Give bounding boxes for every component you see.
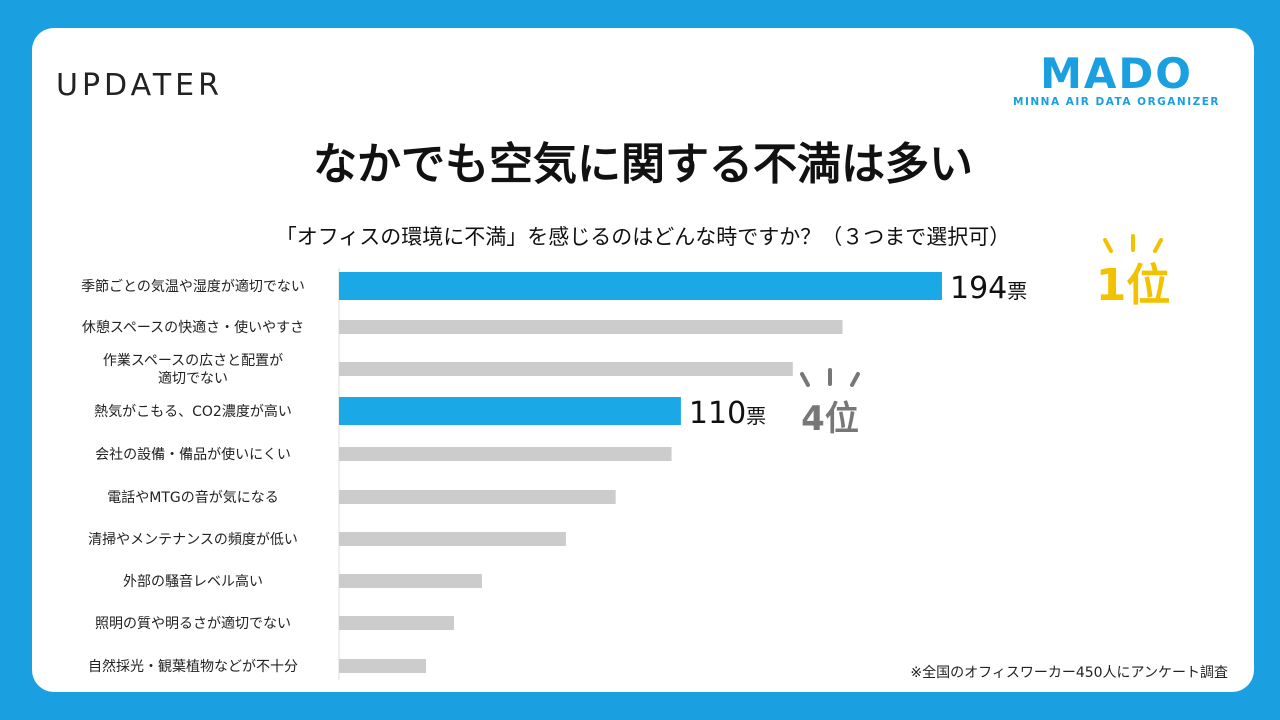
rank-ray-icon bbox=[1103, 238, 1113, 253]
rank-ray-icon bbox=[850, 372, 860, 387]
rank-text-3: 4位 bbox=[801, 399, 859, 439]
category-label-3: 熱気がこもる、CO2濃度が高い bbox=[94, 403, 292, 420]
bar-0 bbox=[339, 272, 942, 300]
category-label-7: 外部の騒音レベル高い bbox=[123, 573, 263, 590]
mado-logo-sub: MINNA AIR DATA ORGANIZER bbox=[1013, 96, 1220, 108]
chart-subtitle: 「オフィスの環境に不満」を感じるのはどんな時ですか？（３つまで選択可） bbox=[275, 225, 1011, 249]
page-title: なかでも空気に関する不満は多い bbox=[313, 139, 973, 190]
bar-2 bbox=[339, 362, 793, 376]
category-label-0: 季節ごとの気温や湿度が適切でない bbox=[81, 278, 305, 295]
mado-logo-mark: MADO bbox=[1040, 49, 1193, 98]
bar-6 bbox=[339, 532, 566, 546]
category-label-4: 会社の設備・備品が使いにくい bbox=[95, 446, 291, 463]
category-label-6: 清掃やメンテナンスの頻度が低い bbox=[88, 531, 298, 548]
bar-3 bbox=[339, 397, 681, 425]
mado-logo: MADO MINNA AIR DATA ORGANIZER bbox=[1013, 49, 1220, 109]
category-label-2: 作業スペースの広さと配置が適切でない bbox=[103, 353, 283, 387]
rank-badge-3: 4位 bbox=[800, 368, 860, 439]
category-label-8: 照明の質や明るさが適切でない bbox=[95, 615, 291, 632]
category-label-5: 電話やMTGの音が気になる bbox=[107, 489, 278, 506]
bar-9 bbox=[339, 659, 427, 673]
updater-logo: UPDATER bbox=[56, 68, 223, 103]
card: UPDATER MADO MINNA AIR DATA ORGANIZER なか… bbox=[32, 28, 1254, 692]
bar-5 bbox=[339, 490, 616, 504]
category-label-9: 自然採光・観葉植物などが不十分 bbox=[88, 658, 298, 675]
bar-4 bbox=[339, 447, 672, 461]
rank-ray-icon bbox=[800, 372, 810, 387]
data-label-3: 110票 bbox=[689, 396, 766, 431]
survey-note: ※全国のオフィスワーカー450人にアンケート調査 bbox=[910, 665, 1228, 681]
category-label-1: 休憩スペースの快適さ・使いやすさ bbox=[82, 319, 304, 336]
bar-1 bbox=[339, 320, 843, 334]
bar-8 bbox=[339, 616, 455, 630]
rank-ray-icon bbox=[1153, 238, 1163, 253]
data-label-0: 194票 bbox=[950, 271, 1027, 306]
rank-text-0: 1位 bbox=[1096, 260, 1171, 311]
bar-7 bbox=[339, 574, 482, 588]
rank-badge-0: 1位 bbox=[1096, 234, 1171, 311]
